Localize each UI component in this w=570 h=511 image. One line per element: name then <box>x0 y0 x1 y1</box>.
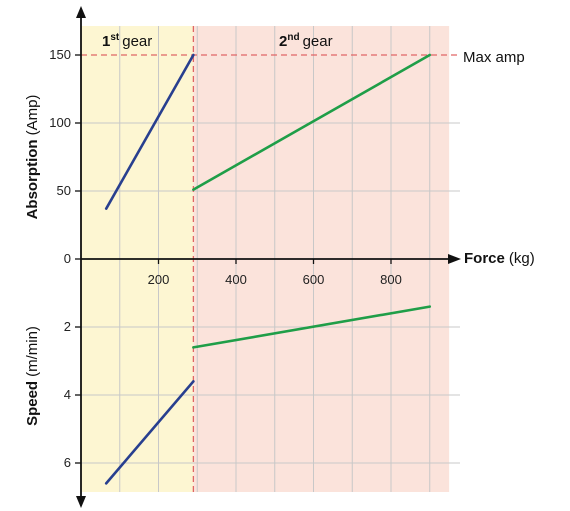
absorption-line-2nd-gear <box>192 53 432 191</box>
series-lines <box>104 53 432 485</box>
force-tick-label-800: 800 <box>380 272 402 287</box>
amp-tick-label-150: 150 <box>49 47 71 62</box>
speed-tick-label-2: 2 <box>64 319 71 334</box>
amp-tick-label-0: 0 <box>64 251 71 266</box>
absorption-line-1st-gear <box>104 53 195 210</box>
speed-line-2nd-gear <box>192 305 432 349</box>
force-tick-label-600: 600 <box>303 272 325 287</box>
labels: 1st gear 2nd gear Max amp Force (kg) Absorp… <box>24 32 535 470</box>
amp-tick-label-100: 100 <box>49 115 71 130</box>
x-axis-label: Force (kg) <box>464 250 535 267</box>
y-axis-arrow-down <box>76 496 86 508</box>
speed-tick-label-6: 6 <box>64 455 71 470</box>
amp-tick-label-50: 50 <box>57 183 71 198</box>
region-label-2nd-gear: 2nd gear <box>279 32 333 50</box>
x-axis-arrow <box>448 254 461 264</box>
region-label-1st-gear: 1st gear <box>102 32 152 50</box>
axes <box>75 6 461 508</box>
speed-tick-label-4: 4 <box>64 387 71 402</box>
speed-line-1st-gear <box>104 380 195 485</box>
y-axis-arrow-up <box>76 6 86 18</box>
speed-axis-label: Speed(m/min) <box>24 326 41 426</box>
force-tick-label-400: 400 <box>225 272 247 287</box>
force-tick-label-200: 200 <box>148 272 170 287</box>
max-amp-label: Max amp <box>463 49 525 66</box>
absorption-axis-label: Absorption(Amp) <box>24 95 41 220</box>
